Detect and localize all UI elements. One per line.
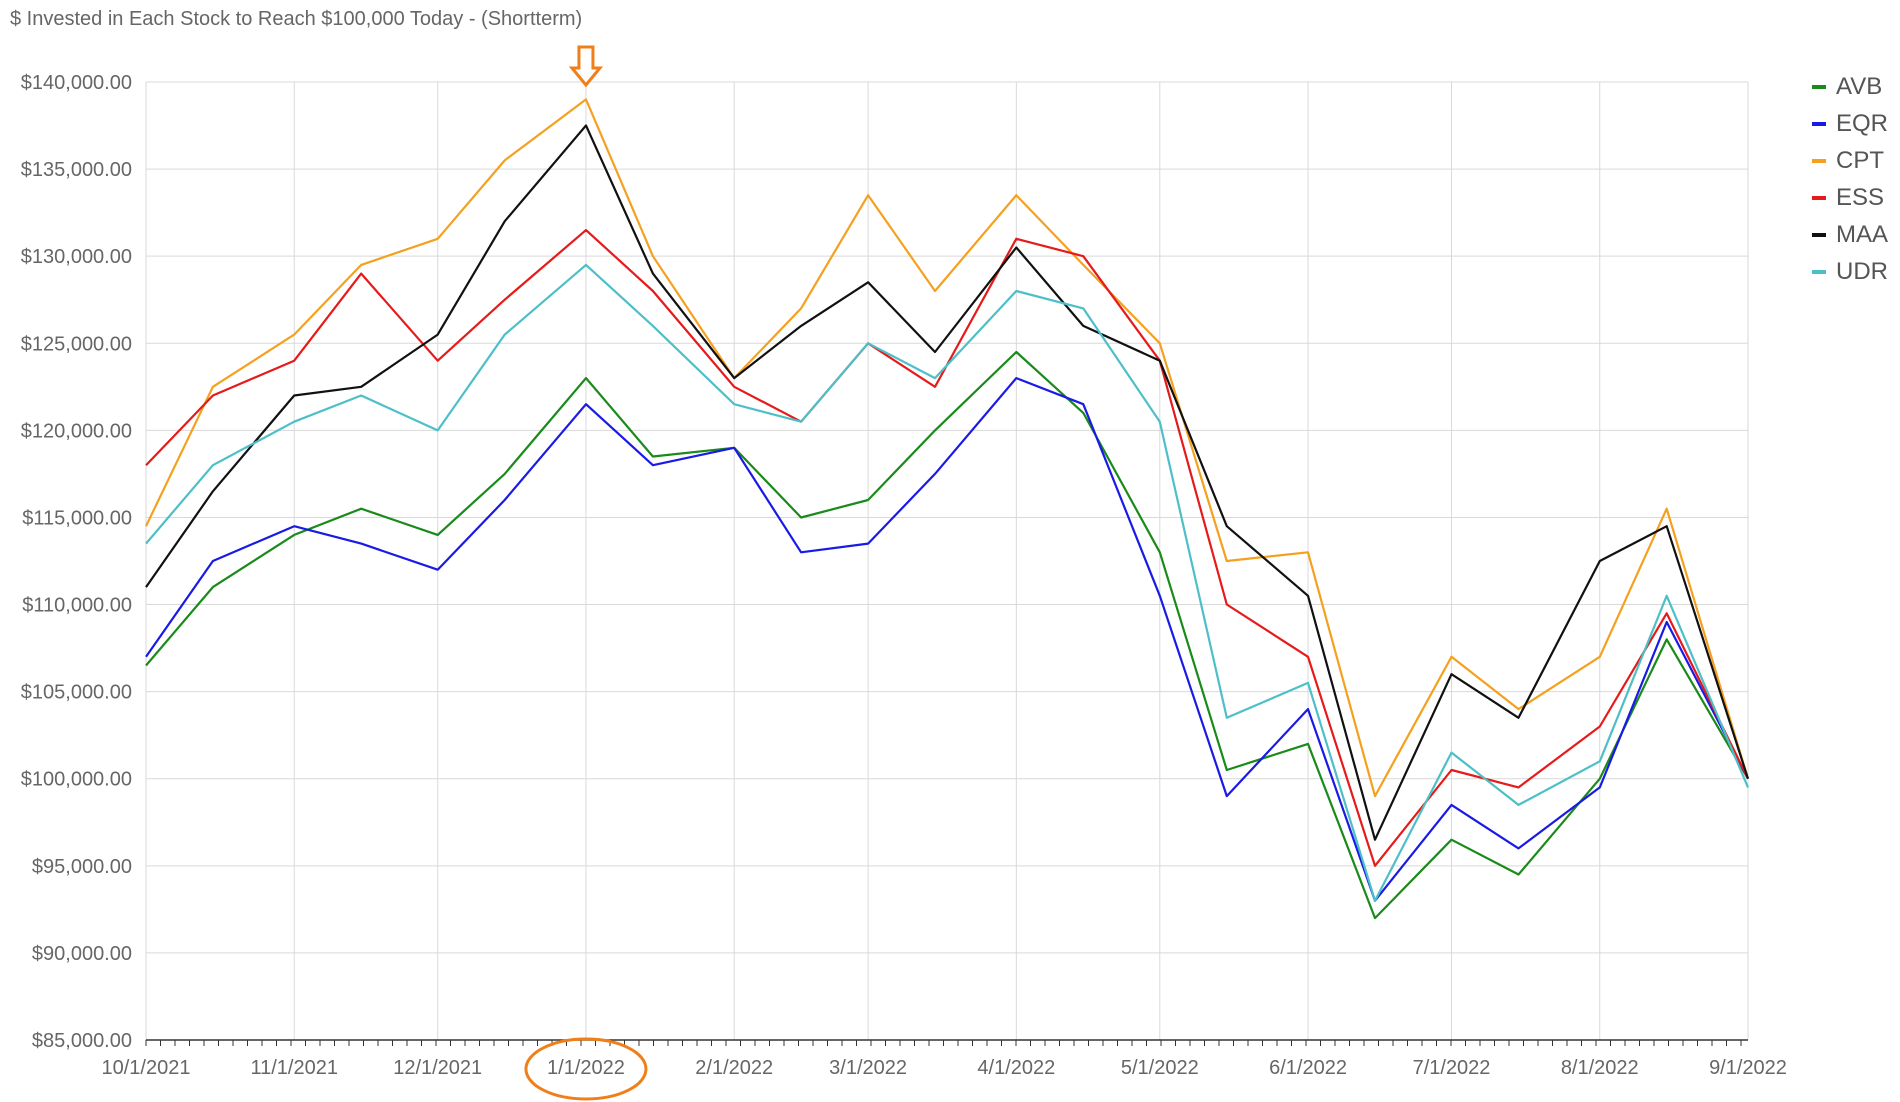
series-line-avb (145, 350, 1749, 920)
legend-item-maa[interactable]: MAA (1812, 216, 1888, 253)
x-tick-label: 6/1/2022 (1269, 1057, 1347, 1079)
y-tick-label: $100,000.00 (21, 769, 132, 791)
x-tick-label: 1/1/2022 (547, 1057, 625, 1079)
series-layer (145, 98, 1750, 920)
y-tick-label: $140,000.00 (21, 72, 132, 94)
legend-item-udr[interactable]: UDR (1812, 253, 1888, 290)
series-line-maa (145, 124, 1750, 841)
legend: AVB EQR CPT ESS MAA UDR (1812, 68, 1888, 290)
axis-layer: $85,000.00 $90,000.00 $95,000.00 $100,000.0… (21, 72, 1787, 1079)
peak-arrow-icon (568, 45, 604, 88)
legend-item-cpt[interactable]: CPT (1812, 142, 1888, 179)
annotation-layer (524, 45, 648, 1101)
legend-label: MAA (1836, 220, 1889, 248)
x-tick-label: 2/1/2022 (695, 1057, 773, 1079)
y-tick-label: $125,000.00 (21, 333, 132, 355)
y-tick-label: $90,000.00 (32, 943, 132, 965)
x-tick-label: 4/1/2022 (977, 1057, 1055, 1079)
x-tick-label: 5/1/2022 (1121, 1057, 1199, 1079)
y-tick-label: $130,000.00 (21, 246, 132, 268)
grid-layer (145, 81, 1749, 1041)
x-tick-label: 10/1/2021 (102, 1057, 191, 1079)
legend-item-avb[interactable]: AVB (1812, 68, 1888, 105)
chart-title: $ Invested in Each Stock to Reach $100,0… (10, 8, 583, 30)
x-tick-label: 7/1/2022 (1413, 1057, 1491, 1079)
legend-label: AVB (1836, 72, 1883, 100)
x-tick-label: 11/1/2021 (250, 1057, 338, 1079)
y-tick-label: $115,000.00 (22, 507, 132, 529)
y-tick-label: $85,000.00 (32, 1030, 132, 1052)
x-tick-label: 9/1/2022 (1709, 1057, 1787, 1079)
legend-swatch (1812, 158, 1826, 163)
y-tick-label: $135,000.00 (21, 159, 132, 181)
legend-swatch (1812, 195, 1826, 200)
y-tick-label: $110,000.00 (22, 595, 132, 617)
legend-swatch (1812, 121, 1826, 126)
x-tick-label: 3/1/2022 (829, 1057, 907, 1079)
legend-swatch (1812, 84, 1826, 89)
series-line-cpt (145, 98, 1750, 798)
series-line-udr (145, 263, 1750, 902)
x-tick-label: 8/1/2022 (1561, 1057, 1639, 1079)
highlight-ellipse (524, 1037, 648, 1101)
legend-label: EQR (1836, 109, 1889, 137)
x-tick-label: 12/1/2021 (393, 1057, 482, 1079)
legend-label: UDR (1836, 257, 1888, 285)
legend-item-eqr[interactable]: EQR (1812, 105, 1888, 142)
legend-swatch (1812, 269, 1826, 274)
y-tick-label: $95,000.00 (32, 856, 132, 878)
legend-label: ESS (1836, 183, 1885, 211)
series-line-ess (145, 229, 1749, 867)
legend-swatch (1812, 232, 1826, 237)
y-tick-label: $105,000.00 (21, 682, 132, 704)
y-tick-label: $120,000.00 (21, 420, 132, 442)
legend-label: CPT (1836, 146, 1884, 174)
series-line-eqr (145, 377, 1749, 902)
legend-item-ess[interactable]: ESS (1812, 179, 1888, 216)
